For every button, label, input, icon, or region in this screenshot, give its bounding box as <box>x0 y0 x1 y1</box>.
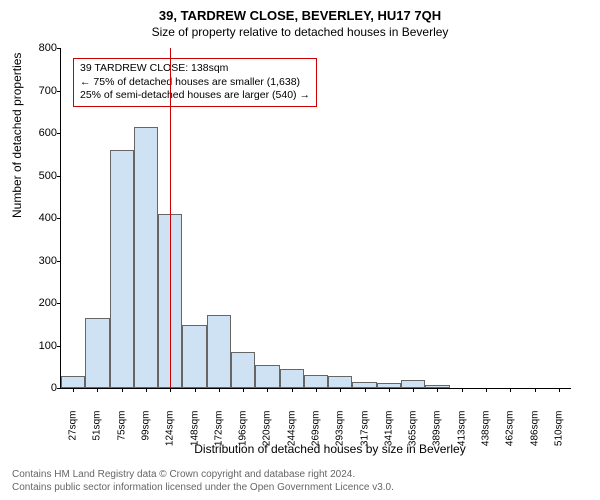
x-tick-mark <box>559 388 560 392</box>
chart-subtitle: Size of property relative to detached ho… <box>0 23 600 39</box>
footer-line: Contains public sector information licen… <box>12 482 394 495</box>
x-tick-mark <box>486 388 487 392</box>
x-tick-mark <box>365 388 366 392</box>
x-tick-mark <box>195 388 196 392</box>
y-tick-label: 700 <box>21 85 57 97</box>
histogram-bar <box>255 365 279 388</box>
annotation-line: 39 TARDREW CLOSE: 138sqm <box>80 62 310 76</box>
chart-title: 39, TARDREW CLOSE, BEVERLEY, HU17 7QH <box>0 0 600 23</box>
y-tick-mark <box>57 91 61 92</box>
x-tick-mark <box>122 388 123 392</box>
x-axis-label: Distribution of detached houses by size … <box>30 442 600 456</box>
x-tick-mark <box>267 388 268 392</box>
y-tick-mark <box>57 303 61 304</box>
annotation-line: 25% of semi-detached houses are larger (… <box>80 89 310 103</box>
x-tick-mark <box>413 388 414 392</box>
x-tick-mark <box>170 388 171 392</box>
x-tick-mark <box>462 388 463 392</box>
x-tick-mark <box>146 388 147 392</box>
plot-area: 39 TARDREW CLOSE: 138sqm ← 75% of detach… <box>60 48 571 389</box>
histogram-bar <box>182 325 206 388</box>
annotation-line: ← 75% of detached houses are smaller (1,… <box>80 76 310 90</box>
x-tick-mark <box>243 388 244 392</box>
chart-container: 39, TARDREW CLOSE, BEVERLEY, HU17 7QH Si… <box>0 0 600 500</box>
x-tick-mark <box>389 388 390 392</box>
marker-line <box>170 48 171 388</box>
x-tick-mark <box>292 388 293 392</box>
y-tick-mark <box>57 218 61 219</box>
x-tick-mark <box>219 388 220 392</box>
y-tick-label: 200 <box>21 297 57 309</box>
footer-attribution: Contains HM Land Registry data © Crown c… <box>12 469 394 494</box>
histogram-bar <box>134 127 158 388</box>
y-tick-label: 0 <box>21 382 57 394</box>
histogram-bar <box>280 369 304 388</box>
footer-line: Contains HM Land Registry data © Crown c… <box>12 469 394 482</box>
x-tick-mark <box>316 388 317 392</box>
y-tick-label: 800 <box>21 42 57 54</box>
y-tick-mark <box>57 133 61 134</box>
histogram-bar <box>231 352 255 388</box>
histogram-bar <box>61 376 85 388</box>
x-tick-mark <box>510 388 511 392</box>
histogram-bar <box>207 315 231 388</box>
y-tick-label: 300 <box>21 255 57 267</box>
histogram-bar <box>401 380 425 388</box>
y-tick-mark <box>57 176 61 177</box>
x-tick-mark <box>340 388 341 392</box>
histogram-bar <box>85 318 109 388</box>
y-tick-label: 100 <box>21 340 57 352</box>
x-tick-mark <box>97 388 98 392</box>
x-tick-mark <box>73 388 74 392</box>
y-tick-mark <box>57 346 61 347</box>
x-tick-mark <box>437 388 438 392</box>
histogram-bar <box>328 376 352 388</box>
y-tick-label: 500 <box>21 170 57 182</box>
y-tick-label: 600 <box>21 127 57 139</box>
histogram-bar <box>304 375 328 388</box>
annotation-box: 39 TARDREW CLOSE: 138sqm ← 75% of detach… <box>73 58 317 107</box>
y-tick-mark <box>57 388 61 389</box>
y-tick-label: 400 <box>21 212 57 224</box>
histogram-bar <box>110 150 134 388</box>
y-tick-mark <box>57 48 61 49</box>
x-tick-mark <box>535 388 536 392</box>
y-tick-mark <box>57 261 61 262</box>
